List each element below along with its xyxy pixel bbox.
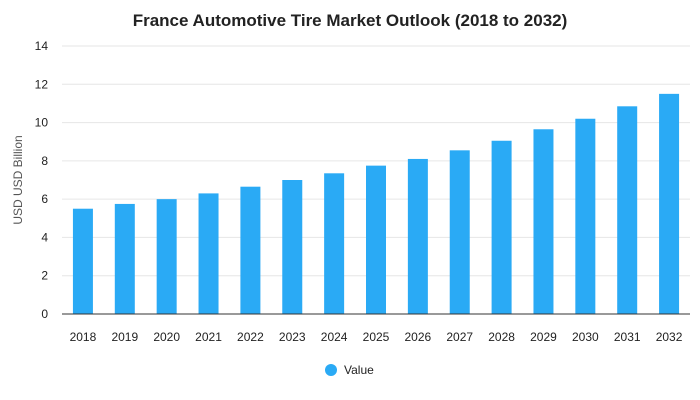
x-tick-label: 2023 [279,330,306,344]
bars [72,93,680,314]
y-tick-label: 2 [41,269,48,283]
bar-2032[interactable] [659,93,680,314]
x-tick-label: 2030 [572,330,599,344]
y-tick-label: 0 [41,307,48,321]
bar-2030[interactable] [575,118,596,314]
x-tick-label: 2032 [656,330,683,344]
x-tick-label: 2026 [405,330,432,344]
bar-2026[interactable] [407,158,428,314]
x-tick-label: 2021 [195,330,222,344]
legend[interactable]: Value [325,363,374,377]
y-tick-label: 12 [35,77,49,91]
x-tick-label: 2025 [363,330,390,344]
bar-2020[interactable] [156,199,177,314]
bar-2024[interactable] [324,173,345,314]
y-tick-label: 8 [41,154,48,168]
bar-2028[interactable] [491,140,512,314]
legend-label-value: Value [344,363,374,377]
bar-2022[interactable] [240,186,261,314]
x-tick-label: 2018 [70,330,97,344]
legend-swatch [325,364,337,376]
bar-2031[interactable] [617,106,638,314]
x-tick-label: 2020 [153,330,180,344]
y-tick-label: 10 [35,116,49,130]
x-axis-ticks: 2018 2019 2020 2021 2022 2023 2024 2025 2026 2027… [70,330,683,344]
y-tick-label: 14 [35,39,49,53]
x-tick-label: 2027 [446,330,473,344]
y-tick-label: 4 [41,230,48,244]
x-tick-label: 2022 [237,330,264,344]
x-tick-label: 2024 [321,330,348,344]
bar-2029[interactable] [533,129,554,314]
bar-2018[interactable] [72,208,93,314]
bar-2027[interactable] [449,150,470,314]
bar-2023[interactable] [282,180,303,314]
chart-title: France Automotive Tire Market Outlook (2… [133,11,568,30]
x-tick-label: 2029 [530,330,557,344]
bar-2021[interactable] [198,193,219,314]
x-tick-label: 2031 [614,330,641,344]
x-tick-label: 2028 [488,330,515,344]
y-axis-ticks: 0 2 4 6 8 10 12 14 [35,39,49,321]
bar-2019[interactable] [114,203,135,314]
bar-2025[interactable] [366,165,386,314]
x-tick-label: 2019 [111,330,138,344]
y-axis-label: USD USD Billion [11,135,25,224]
y-tick-label: 6 [41,192,48,206]
